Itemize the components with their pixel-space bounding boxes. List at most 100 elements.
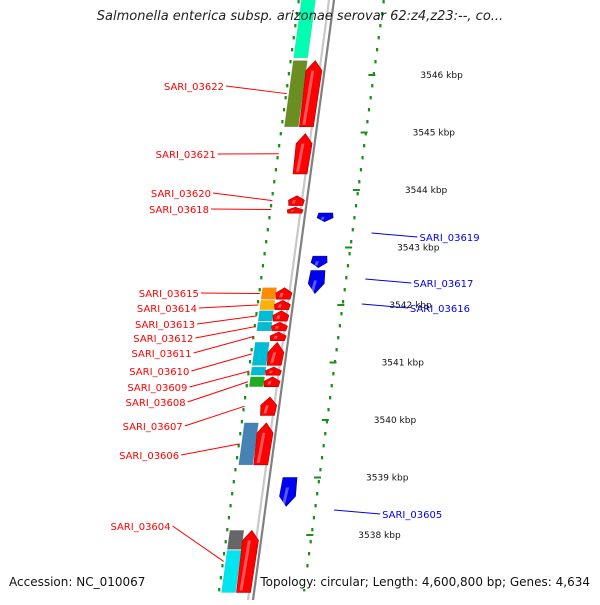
gene-label[interactable]: SARI_03605 — [382, 510, 442, 521]
inner-tick-dot — [229, 504, 231, 507]
outer-tick-dot — [345, 276, 347, 279]
outer-tick-dot — [344, 288, 346, 291]
gene-label[interactable]: SARI_03611 — [131, 349, 191, 360]
inner-tick-dot — [280, 132, 282, 135]
gene-leader-line — [199, 305, 258, 308]
gene-label[interactable]: SARI_03610 — [129, 367, 189, 378]
gene-label[interactable]: SARI_03615 — [139, 289, 199, 300]
inner-tick-dot — [272, 192, 274, 195]
gene-label[interactable]: SARI_03604 — [110, 522, 170, 533]
category-block — [249, 377, 264, 387]
gene-label[interactable]: SARI_03607 — [123, 422, 183, 433]
category-block — [227, 530, 244, 549]
category-block — [258, 311, 273, 321]
outer-tick-dot — [329, 396, 331, 399]
outer-tick-dot — [331, 384, 333, 387]
inner-tick-dot — [225, 540, 227, 543]
gene-label[interactable]: SARI_03606 — [119, 451, 179, 462]
inner-tick-dot — [289, 60, 291, 63]
inner-tick-dot — [233, 480, 235, 483]
outer-tick-dot — [323, 444, 325, 447]
outer-tick-dot — [348, 252, 350, 255]
gene-leader-line — [372, 233, 418, 237]
outer-tick-dot — [336, 348, 338, 351]
inner-tick-dot — [293, 36, 295, 39]
gene-leader-line — [334, 510, 380, 514]
axis-tick-label: 3542 kbp — [389, 301, 432, 311]
outer-tick-dot — [360, 168, 362, 171]
inner-tick-dot — [234, 468, 236, 471]
inner-tick-dot — [231, 492, 233, 495]
gene-label[interactable]: SARI_03618 — [149, 205, 209, 216]
axis-tick-label: 3539 kbp — [366, 474, 409, 484]
outer-tick-dot — [339, 324, 341, 327]
inner-tick-dot — [294, 24, 296, 27]
gene-label[interactable]: SARI_03619 — [420, 233, 480, 244]
accession-text: Accession: NC_010067 — [9, 575, 145, 589]
inner-tick-dot — [276, 156, 278, 159]
outer-tick-dot — [370, 96, 372, 99]
outer-tick-dot — [332, 372, 334, 375]
outer-tick-dot — [378, 36, 380, 39]
gene-leader-line — [195, 327, 255, 338]
gene-arrow-sari_03605[interactable] — [280, 478, 298, 507]
outer-tick-dot — [342, 300, 344, 303]
inner-tick-dot — [226, 528, 228, 531]
outer-tick-dot — [352, 228, 354, 231]
outer-tick-dot — [363, 144, 365, 147]
gene-arrow-sari_03616[interactable] — [308, 271, 325, 294]
category-blocks — [222, 0, 317, 593]
gene-leader-line — [194, 336, 255, 353]
category-block — [251, 367, 266, 375]
outer-tick-dot — [355, 204, 357, 207]
inner-tick-dot — [262, 264, 264, 267]
gene-leader-line — [201, 293, 260, 294]
gene-leader-line — [185, 406, 245, 426]
inner-tick-dot — [273, 180, 275, 183]
outer-tick-dot — [347, 264, 349, 267]
gene-arrow-sari_03619[interactable] — [317, 213, 333, 222]
outer-tick-dot — [321, 456, 323, 459]
inner-tick-dot — [251, 348, 253, 351]
inner-tick-dot — [291, 48, 293, 51]
inner-tick-dot — [249, 360, 251, 363]
inner-tick-dot — [263, 252, 265, 255]
gene-arrow-sari_03621[interactable] — [293, 134, 312, 174]
outer-tick-dot — [371, 84, 373, 87]
gene-label[interactable]: SARI_03622 — [164, 82, 224, 93]
gene-arrow-sari_03617[interactable] — [311, 256, 327, 268]
gene-label[interactable]: SARI_03620 — [151, 189, 211, 200]
outer-tick-dot — [337, 336, 339, 339]
gene-leader-line — [211, 209, 271, 210]
category-block — [257, 322, 272, 331]
topology-text: Topology: circular; Length: 4,600,800 bp… — [258, 575, 590, 589]
outer-tick-dot — [357, 192, 359, 195]
gene-label[interactable]: SARI_03614 — [137, 304, 197, 315]
gene-leader-line — [181, 444, 239, 455]
inner-tick-dot — [288, 72, 290, 75]
inner-tick-dot — [220, 576, 222, 579]
outer-tick-dot — [358, 180, 360, 183]
gene-leader-line — [365, 279, 411, 283]
axis-tick-label: 3546 kbp — [420, 71, 463, 81]
gene-label[interactable]: SARI_03612 — [133, 334, 193, 345]
gene-label[interactable]: SARI_03613 — [135, 320, 195, 331]
inner-tick-dot — [260, 276, 262, 279]
inner-tick-dot — [255, 312, 257, 315]
axis-tick-label: 3545 kbp — [413, 129, 456, 139]
axis-tick-label: 3538 kbp — [358, 531, 401, 541]
inner-tick-dot — [278, 144, 280, 147]
gene-leader-line — [173, 526, 224, 561]
inner-tick-dot — [265, 240, 267, 243]
inner-tick-dot — [218, 588, 220, 591]
gene-label[interactable]: SARI_03617 — [413, 279, 473, 290]
outer-tick-dot — [376, 48, 378, 51]
gene-label[interactable]: SARI_03621 — [156, 150, 216, 161]
gene-label[interactable]: SARI_03608 — [126, 398, 186, 409]
gene-label[interactable]: SARI_03609 — [127, 383, 187, 394]
category-block — [252, 342, 269, 365]
outer-tick-dot — [324, 432, 326, 435]
inner-tick-dot — [281, 120, 283, 123]
category-block — [260, 300, 275, 309]
